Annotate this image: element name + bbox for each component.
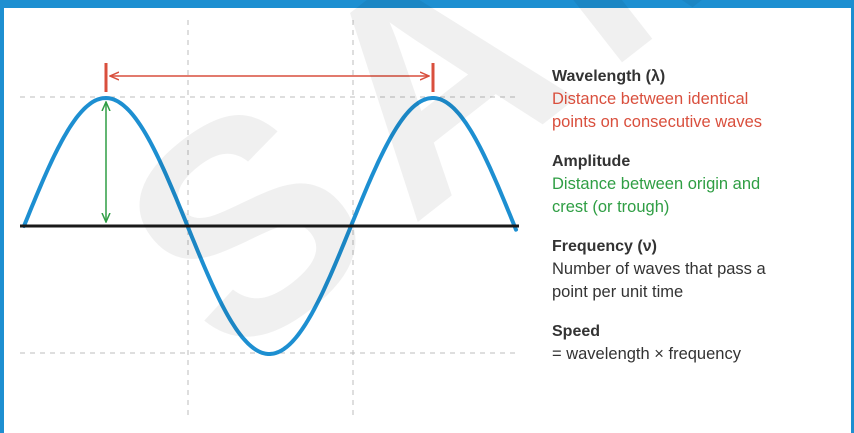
frequency-desc-line1: Number of waves that pass a xyxy=(552,260,766,278)
legend-item-amplitude: Amplitude Distance between origin and cr… xyxy=(552,151,842,219)
speed-title: Speed xyxy=(552,323,601,340)
frequency-desc-line2: point per unit time xyxy=(552,283,684,301)
wavelength-title: Wavelength (λ) xyxy=(552,68,666,85)
legend-item-speed: Speed = wavelength × frequency xyxy=(552,321,842,366)
left-frame-bar xyxy=(0,0,4,433)
top-frame-bar xyxy=(0,0,854,8)
amplitude-title: Amplitude xyxy=(552,153,631,170)
wave-curve xyxy=(22,96,518,356)
legend-item-wavelength: Wavelength (λ) Distance between identica… xyxy=(552,66,842,134)
wave-legend: Wavelength (λ) Distance between identica… xyxy=(552,66,842,383)
frequency-title: Frequency (ν) xyxy=(552,238,657,255)
amplitude-desc-line2: crest (or trough) xyxy=(552,198,670,216)
wavelength-desc-line1: Distance between identical xyxy=(552,90,749,108)
legend-item-frequency: Frequency (ν) Number of waves that pass … xyxy=(552,236,842,304)
amplitude-desc-line1: Distance between origin and xyxy=(552,175,761,193)
right-frame-bar xyxy=(851,0,854,433)
speed-desc-line1: = wavelength × frequency xyxy=(552,345,741,363)
wavelength-desc-line2: points on consecutive waves xyxy=(552,113,763,131)
